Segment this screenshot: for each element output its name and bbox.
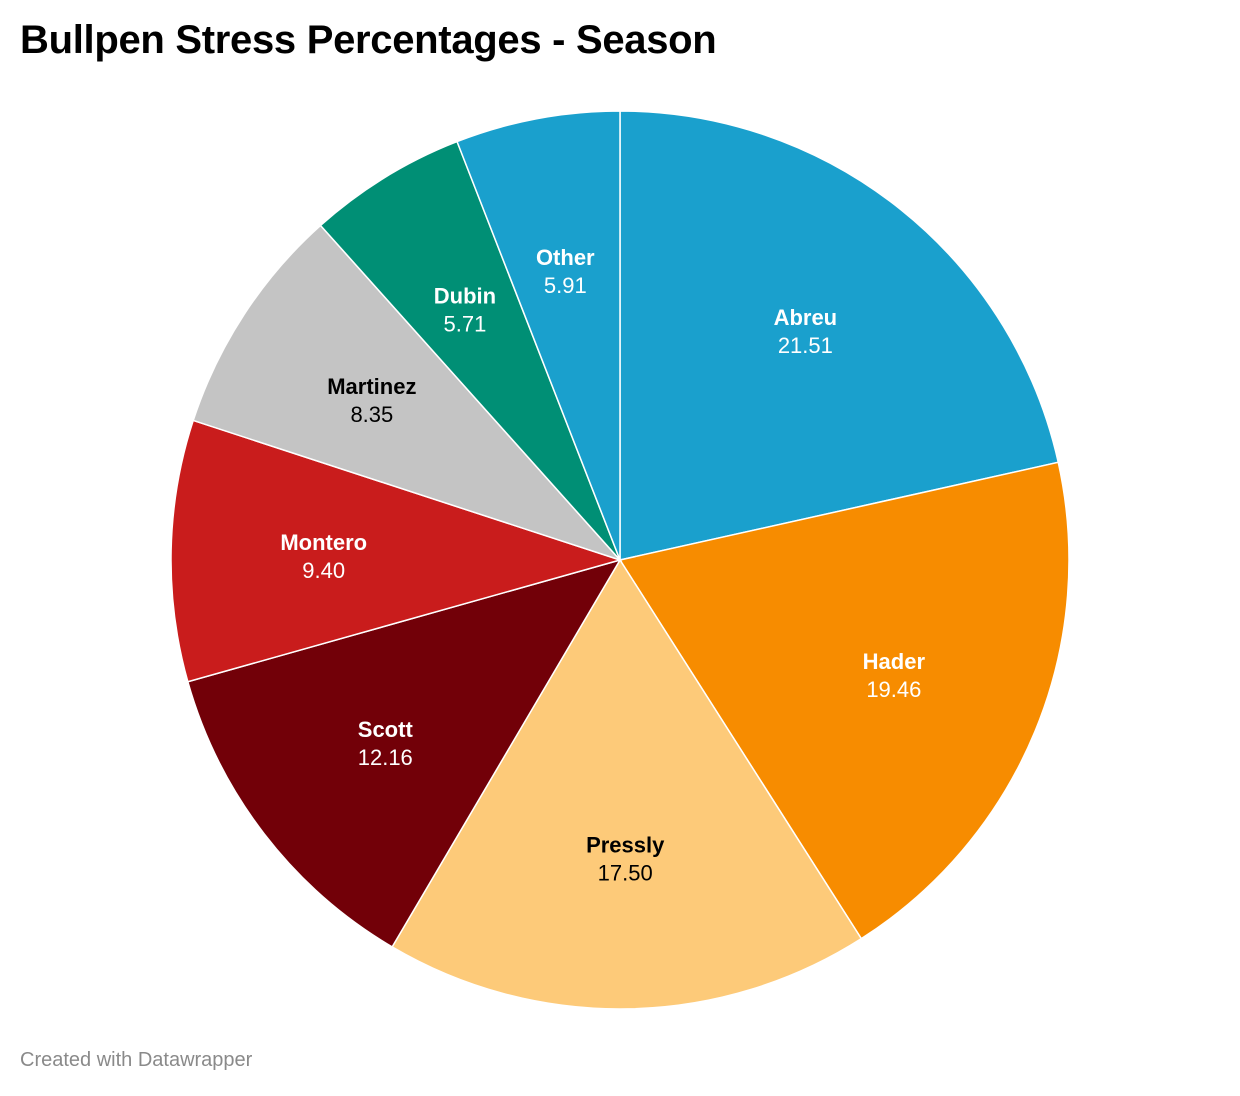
chart-title: Bullpen Stress Percentages - Season <box>20 18 717 62</box>
slice-value-pressly: 17.50 <box>598 860 653 885</box>
slice-value-dubin: 5.71 <box>444 311 487 336</box>
pie-slices <box>170 110 1070 1010</box>
pie-slice-martinez <box>192 224 623 562</box>
pie-labels: Abreu 21.51 Hader 19.46 Pressly 17.50 Scott 12.… <box>280 245 925 886</box>
slice-label-other: Other <box>536 245 595 270</box>
pie-slice-pressly <box>391 558 863 1010</box>
pie-slice-montero <box>170 419 623 683</box>
pie-slice-dubin <box>319 140 621 561</box>
slice-label-scott: Scott <box>358 717 414 742</box>
pie-slice-other <box>456 110 621 561</box>
slice-value-other: 5.91 <box>544 273 587 298</box>
slice-value-martinez: 8.35 <box>350 402 393 427</box>
pie-slice-abreu <box>619 110 1060 561</box>
slice-value-scott: 12.16 <box>358 745 413 770</box>
slice-value-montero: 9.40 <box>302 558 345 583</box>
slice-label-martinez: Martinez <box>327 374 416 399</box>
pie-slice-hader <box>618 461 1070 940</box>
slice-value-hader: 19.46 <box>866 677 921 702</box>
slice-value-abreu: 21.51 <box>778 333 833 358</box>
slice-label-pressly: Pressly <box>586 832 665 857</box>
slice-label-montero: Montero <box>280 530 367 555</box>
pie-slice-scott <box>186 558 622 948</box>
slice-label-abreu: Abreu <box>774 305 838 330</box>
slice-label-hader: Hader <box>863 649 926 674</box>
footer-credit: Created with Datawrapper <box>20 1049 253 1071</box>
slice-label-dubin: Dubin <box>434 283 496 308</box>
